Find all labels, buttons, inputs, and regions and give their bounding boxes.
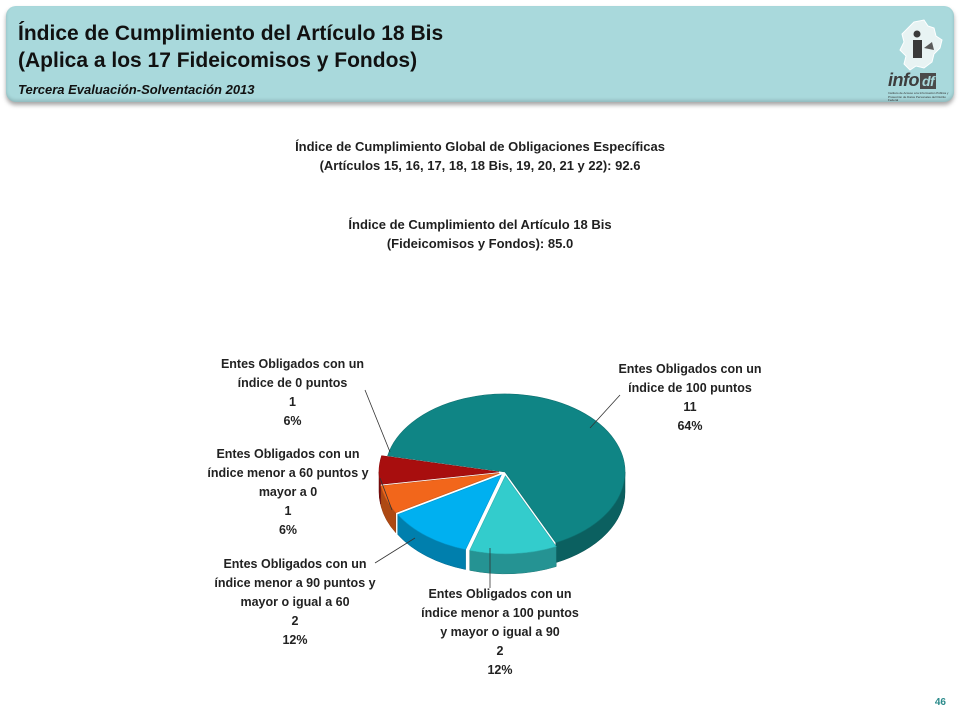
article-index-line-2: (Fideicomisos y Fondos): 85.0 bbox=[386, 236, 574, 251]
slice-percent: 12% bbox=[487, 663, 513, 677]
slice-percent: 12% bbox=[282, 633, 308, 647]
slice-label-2: Entes Obligados con un índice menor a 90 … bbox=[205, 555, 385, 650]
leader-line-3 bbox=[379, 477, 393, 511]
page-subtitle: Tercera Evaluación-Solventación 2013 bbox=[18, 82, 255, 97]
slice-label-line: Entes Obligados con un bbox=[428, 587, 572, 601]
pie-slice-4 bbox=[378, 455, 500, 485]
slice-label-line: índice menor a 90 puntos y bbox=[214, 576, 376, 590]
article-index-text: Índice de Cumplimiento del Artículo 18 B… bbox=[180, 215, 780, 253]
logo-tagline: Instituto de Acceso a la Información Púb… bbox=[888, 91, 949, 102]
slice-percent: 6% bbox=[283, 414, 302, 428]
global-index-line-1: Índice de Cumplimiento Global de Obligac… bbox=[295, 139, 665, 154]
pie-slice-0 bbox=[387, 393, 626, 544]
infodf-logo: info df Instituto de Acceso a la Informac… bbox=[884, 18, 954, 102]
pie-slice-2 bbox=[397, 474, 502, 550]
slice-label-3: Entes Obligados con un índice menor a 60 … bbox=[198, 445, 378, 540]
pie-slice-1 bbox=[469, 475, 557, 555]
slice-label-line: índice de 100 puntos bbox=[628, 381, 752, 395]
slice-label-line: mayor a 0 bbox=[258, 485, 318, 499]
global-index-line-2: (Artículos 15, 16, 17, 18, 18 Bis, 19, 2… bbox=[319, 158, 641, 173]
slice-label-line: Entes Obligados con un bbox=[618, 362, 762, 376]
leader-line-4 bbox=[364, 389, 391, 453]
logo-wordmark: info df bbox=[888, 70, 937, 90]
slice-label-line: Entes Obligados con un bbox=[216, 447, 360, 461]
slice-label-line: índice de 0 puntos bbox=[237, 376, 348, 390]
city-map-icon bbox=[899, 19, 943, 71]
slice-label-line: y mayor o igual a 90 bbox=[440, 625, 560, 639]
slice-label-0: Entes Obligados con un índice de 100 punt… bbox=[610, 360, 770, 436]
slice-label-line: mayor o igual a 60 bbox=[240, 595, 350, 609]
title-line-2: (Aplica a los 17 Fideicomisos y Fondos) bbox=[18, 49, 418, 72]
slice-label-line: índice menor a 60 puntos y bbox=[207, 466, 369, 480]
page-title: Índice de Cumplimiento del Artículo 18 B… bbox=[18, 20, 443, 74]
pie-slice-3 bbox=[380, 473, 500, 514]
slice-count: 1 bbox=[284, 504, 292, 518]
article-index-line-1: Índice de Cumplimiento del Artículo 18 B… bbox=[348, 217, 612, 232]
leader-line-0 bbox=[589, 394, 621, 429]
title-line-1: Índice de Cumplimiento del Artículo 18 B… bbox=[18, 22, 444, 45]
global-index-text: Índice de Cumplimiento Global de Obligac… bbox=[180, 137, 780, 175]
slice-count: 11 bbox=[683, 400, 697, 414]
slice-count: 1 bbox=[289, 395, 296, 409]
slice-label-line: índice menor a 100 puntos bbox=[421, 606, 579, 620]
leader-line-2 bbox=[374, 537, 416, 564]
slice-count: 2 bbox=[291, 614, 299, 628]
page-number: 46 bbox=[934, 697, 946, 708]
header-banner: Índice de Cumplimiento del Artículo 18 B… bbox=[6, 6, 954, 102]
slice-label-line: Entes Obligados con un bbox=[220, 357, 365, 371]
slice-count: 2 bbox=[496, 644, 504, 658]
slice-percent: 6% bbox=[278, 523, 298, 537]
slice-label-line: Entes Obligados con un bbox=[223, 557, 367, 571]
slice-label-1: Entes Obligados con un índice menor a 100… bbox=[405, 585, 595, 680]
slice-label-4: Entes Obligados con un índice de 0 puntos… bbox=[210, 355, 375, 431]
slice-percent: 64% bbox=[677, 419, 703, 433]
